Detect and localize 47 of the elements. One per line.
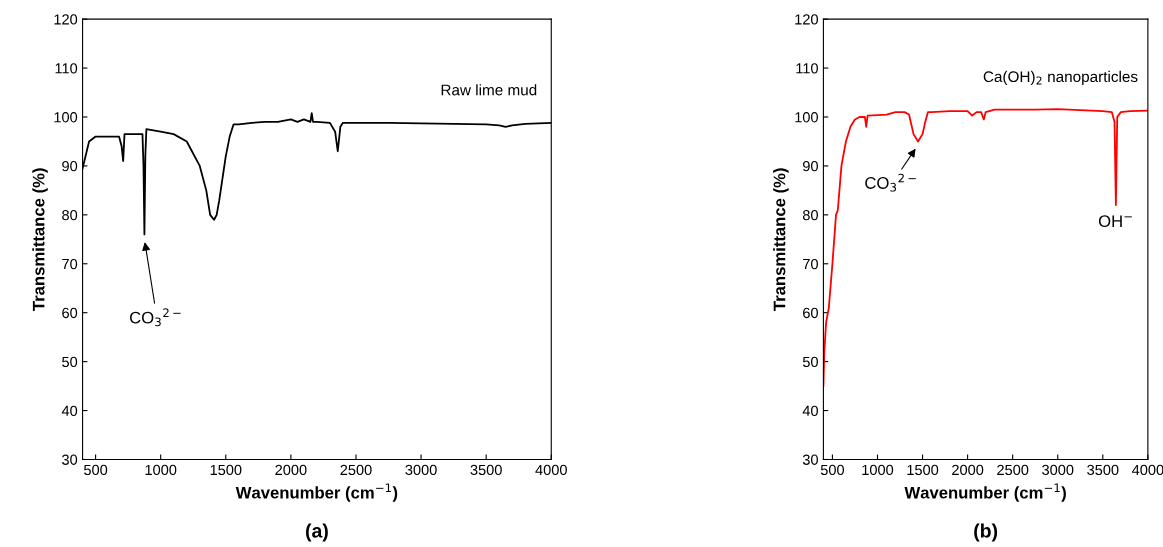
x-tick-label: 3500 bbox=[470, 464, 502, 476]
y-axis-title: Transmittance (%) bbox=[773, 168, 789, 311]
x-tick-label: 1500 bbox=[907, 464, 939, 476]
x-tick-label: 1500 bbox=[210, 464, 242, 476]
x-tick-label: 1000 bbox=[862, 464, 894, 476]
y-tick-label: 100 bbox=[795, 112, 818, 123]
annotation: CO$_{3}$$^{2−}$ bbox=[865, 173, 916, 192]
x-axis-title: Wavenumber (cm$^{−1}$) bbox=[235, 483, 398, 502]
x-tick-label: 500 bbox=[820, 464, 845, 476]
x-tick-label: 500 bbox=[84, 464, 108, 476]
y-tick-label: 70 bbox=[803, 258, 818, 270]
x-tick-label: 4000 bbox=[535, 464, 567, 476]
series-label: Ca(OH)$_{2}$ nanoparticles bbox=[983, 70, 1138, 86]
y-tick-label: 90 bbox=[803, 161, 818, 172]
y-tick-label: 120 bbox=[54, 14, 78, 25]
text: (a) bbox=[306, 523, 328, 542]
y-tick-label: 30 bbox=[62, 454, 78, 465]
y-tick-label: 60 bbox=[803, 307, 818, 319]
x-tick-label: 2500 bbox=[340, 464, 372, 476]
x-tick-label: 1000 bbox=[145, 464, 177, 476]
y-tick-label: 30 bbox=[802, 454, 818, 465]
x-tick-label: 3000 bbox=[405, 464, 437, 476]
x-axis-title: Wavenumber (cm$^{−1}$) bbox=[904, 483, 1066, 502]
y-tick-label: 100 bbox=[54, 112, 78, 123]
y-tick-label: 110 bbox=[55, 63, 78, 74]
x-tick-label: 4000 bbox=[1132, 464, 1163, 476]
text: (b) bbox=[974, 523, 998, 542]
y-tick-label: 120 bbox=[795, 14, 818, 25]
y-tick-label: 40 bbox=[802, 405, 818, 416]
y-tick-label: 80 bbox=[802, 209, 818, 221]
y-tick-label: 60 bbox=[62, 307, 78, 319]
y-tick-label: 50 bbox=[802, 356, 818, 368]
y-tick-label: 110 bbox=[796, 63, 818, 74]
series-label: Raw lime mud bbox=[441, 84, 537, 96]
y-tick-label: 70 bbox=[62, 258, 78, 270]
annotation: OH$^{−}$ bbox=[1098, 215, 1132, 228]
y-tick-label: 80 bbox=[62, 209, 78, 221]
y-tick-label: 50 bbox=[62, 356, 78, 368]
x-tick-label: 3500 bbox=[1087, 464, 1119, 476]
y-tick-label: 90 bbox=[62, 161, 78, 172]
x-tick-label: 3000 bbox=[1042, 464, 1074, 476]
x-tick-label: 2500 bbox=[997, 464, 1029, 476]
x-tick-label: 2000 bbox=[952, 464, 984, 476]
annotation: CO$_{3}$$^{2−}$ bbox=[130, 308, 181, 327]
y-axis-title: Transmittance (%) bbox=[32, 168, 48, 311]
y-tick-label: 40 bbox=[61, 405, 78, 416]
x-tick-label: 2000 bbox=[275, 464, 307, 476]
